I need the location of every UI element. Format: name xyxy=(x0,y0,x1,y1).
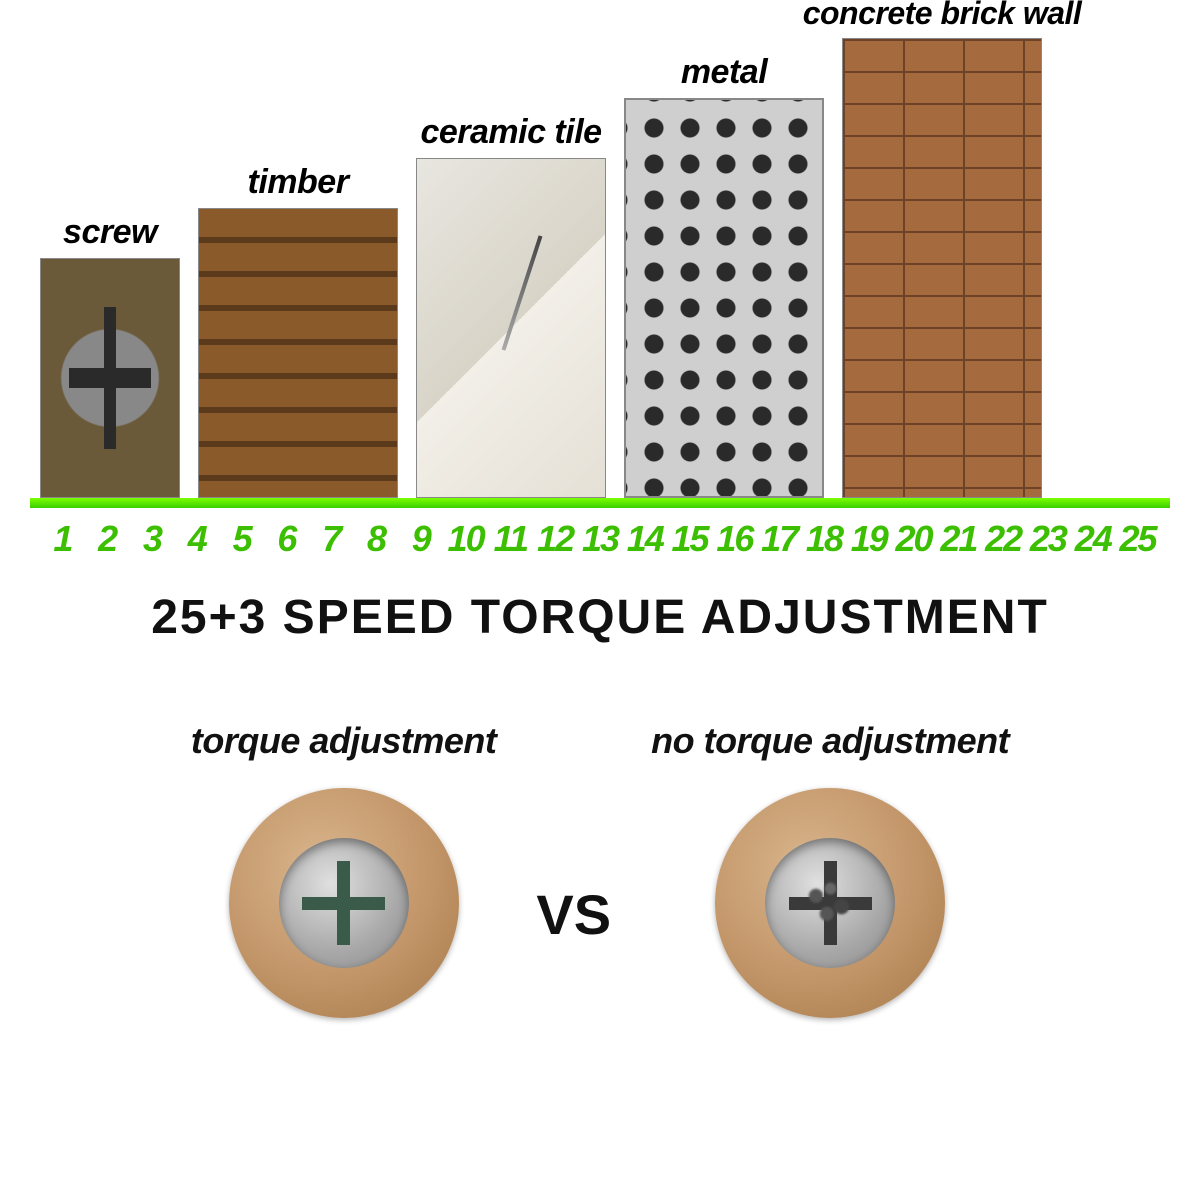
scale-numbers: 1234567891011121314151617181920212223242… xyxy=(40,518,1160,560)
bar-col-3: metal xyxy=(624,53,824,498)
bar-tex-timber xyxy=(198,208,398,498)
scale-number: 3 xyxy=(130,518,175,560)
scale-number: 24 xyxy=(1070,518,1115,560)
scale-number: 4 xyxy=(174,518,219,560)
bar-label: timber xyxy=(248,163,349,202)
scale-number: 15 xyxy=(667,518,712,560)
scale-number: 2 xyxy=(85,518,130,560)
bar-label: concrete brick wall xyxy=(803,0,1082,32)
bar-label: ceramic tile xyxy=(420,113,601,152)
bar-col-1: timber xyxy=(198,163,398,498)
scale-number: 16 xyxy=(712,518,757,560)
scale-strip xyxy=(30,498,1170,508)
bar-tex-metal xyxy=(624,98,824,498)
bar-col-2: ceramic tile xyxy=(416,113,606,498)
screw-damaged-image xyxy=(715,788,945,1018)
screw-good-image xyxy=(229,788,459,1018)
bar-label: screw xyxy=(63,213,157,252)
bar-tex-tile xyxy=(416,158,606,498)
bar-tex-brick xyxy=(842,38,1042,498)
compare-right-label: no torque adjustment xyxy=(651,720,1009,762)
scale-number: 19 xyxy=(846,518,891,560)
scale-number: 11 xyxy=(488,518,533,560)
scale-number: 18 xyxy=(802,518,847,560)
scale-number: 14 xyxy=(622,518,667,560)
scale-number: 25 xyxy=(1115,518,1160,560)
compare-left-label: torque adjustment xyxy=(191,720,497,762)
bar-row: screwtimberceramic tilemetalconcrete bri… xyxy=(40,8,1160,498)
screw-head-damaged xyxy=(765,838,895,968)
bar-col-4: concrete brick wall xyxy=(842,0,1042,498)
compare-no-torque: no torque adjustment xyxy=(651,720,1009,1018)
scale-number: 17 xyxy=(757,518,802,560)
scale-number: 1 xyxy=(40,518,85,560)
scale-number: 22 xyxy=(981,518,1026,560)
scale-number: 8 xyxy=(354,518,399,560)
scale-number: 5 xyxy=(219,518,264,560)
bar-tex-screw xyxy=(40,258,180,498)
vs-label: VS xyxy=(536,882,611,947)
scale-number: 20 xyxy=(891,518,936,560)
scale-number: 12 xyxy=(533,518,578,560)
bar-label: metal xyxy=(681,53,767,92)
scale-number: 7 xyxy=(309,518,354,560)
screw-head-good xyxy=(279,838,409,968)
bar-col-0: screw xyxy=(40,213,180,498)
scale-number: 21 xyxy=(936,518,981,560)
compare-with-torque: torque adjustment xyxy=(191,720,497,1018)
comparison-row: torque adjustment VS no torque adjustmen… xyxy=(0,720,1200,1018)
headline: 25+3 SPEED TORQUE ADJUSTMENT xyxy=(0,590,1200,645)
scale-number: 9 xyxy=(398,518,443,560)
scale-number: 6 xyxy=(264,518,309,560)
material-torque-chart: screw timber ceramic tile metal concrete bri… xyxy=(40,0,1160,560)
scale-number: 13 xyxy=(578,518,623,560)
scale-number: 10 xyxy=(443,518,488,560)
scale-number: 23 xyxy=(1026,518,1071,560)
